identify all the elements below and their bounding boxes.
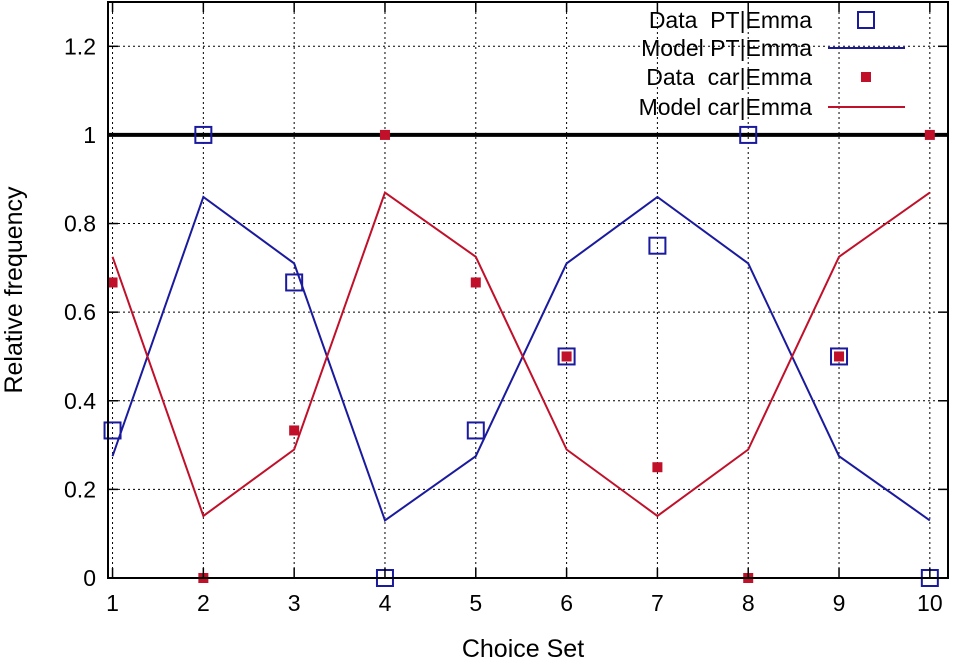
data-point bbox=[830, 347, 849, 366]
series-line bbox=[111, 195, 931, 522]
x-tick-label: 10 bbox=[917, 590, 943, 616]
data-point bbox=[652, 462, 663, 473]
x-tick-label: 4 bbox=[379, 590, 392, 616]
x-tick-label: 3 bbox=[288, 590, 301, 616]
legend-marker-swatch bbox=[861, 72, 871, 82]
legend-label: Data PT|Emma bbox=[649, 7, 812, 33]
x-tick-label: 2 bbox=[197, 590, 210, 616]
y-tick-label: 0.6 bbox=[64, 299, 96, 325]
data-point bbox=[561, 351, 572, 362]
data-point bbox=[107, 277, 118, 288]
x-tick-label: 8 bbox=[742, 590, 755, 616]
x-tick-label: 5 bbox=[469, 590, 482, 616]
legend-label: Model PT|Emma bbox=[641, 35, 812, 61]
plot-frame bbox=[107, 1, 949, 579]
x-tick-label: 9 bbox=[833, 590, 846, 616]
y-tick-label: 0.4 bbox=[64, 388, 96, 414]
data-point bbox=[739, 125, 758, 144]
legend-marker-swatch bbox=[857, 11, 875, 29]
legend-label: Data car|Emma bbox=[646, 64, 812, 90]
series-line bbox=[111, 190, 931, 518]
data-point bbox=[557, 347, 576, 366]
x-tick-label: 6 bbox=[560, 590, 573, 616]
data-point bbox=[924, 129, 935, 140]
data-point bbox=[285, 273, 304, 292]
y-tick-label: 1.2 bbox=[64, 33, 96, 59]
data-point bbox=[470, 277, 481, 288]
data-point bbox=[648, 236, 667, 255]
legend-label: Model car|Emma bbox=[639, 94, 813, 120]
data-point bbox=[103, 421, 122, 440]
data-point bbox=[834, 351, 845, 362]
data-point bbox=[289, 425, 300, 436]
tick-layer: 1 2 3 4 5 6 7 8 9 10 0 0.2 0.4 0.6 0.8 1 1.2 bbox=[64, 2, 948, 616]
x-tick-label: 7 bbox=[651, 590, 664, 616]
y-tick-label: 0.2 bbox=[64, 476, 96, 502]
data-point bbox=[194, 125, 213, 144]
grid-layer bbox=[108, 2, 948, 579]
x-tick-label: 1 bbox=[106, 590, 119, 616]
data-point bbox=[466, 421, 485, 440]
y-tick-label: 1 bbox=[83, 122, 96, 148]
y-tick-label: 0.8 bbox=[64, 211, 96, 237]
series-layer bbox=[103, 125, 939, 587]
x-axis-title: Choice Set bbox=[462, 635, 584, 659]
data-point bbox=[379, 129, 390, 140]
y-tick-label: 0 bbox=[83, 565, 96, 591]
y-axis-title: Relative frequency bbox=[0, 186, 28, 394]
